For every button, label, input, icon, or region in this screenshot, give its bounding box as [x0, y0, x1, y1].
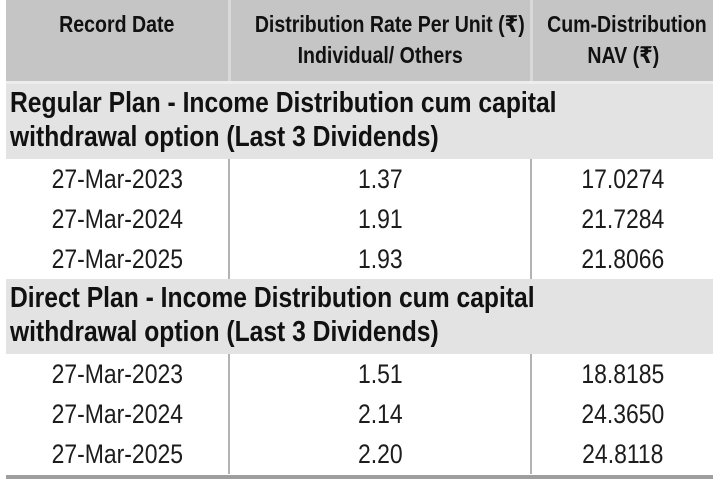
section-title-line: Regular Plan - Income Distribution cum c…: [10, 87, 557, 119]
header-cum-distribution-nav: Cum-Distribution NAV (₹): [530, 0, 713, 81]
distribution-rate-cell: 2.14: [228, 394, 530, 434]
section-header-direct-plan: Direct Plan - Income Distribution cum ca…: [6, 279, 713, 354]
cum-distribution-nav-cell: 24.8118: [530, 434, 713, 474]
table-bottom-rule: [6, 475, 713, 479]
distribution-rate-cell: 1.93: [228, 239, 530, 279]
table-row: 27-Mar-2023 1.37 17.0274: [6, 159, 713, 199]
cum-distribution-nav-cell: 17.0274: [530, 159, 713, 199]
cum-distribution-nav-cell: 24.3650: [530, 394, 713, 434]
section-title-line: Direct Plan - Income Distribution cum ca…: [10, 282, 535, 314]
header-cum-distribution-line2: NAV (₹): [587, 42, 659, 68]
record-date-cell: 27-Mar-2023: [51, 358, 183, 389]
distribution-rate-cell: 2.20: [228, 434, 530, 474]
table-row: 27-Mar-2024 1.91 21.7284: [6, 199, 713, 239]
record-date-cell: 27-Mar-2024: [51, 203, 183, 234]
record-date-cell: 27-Mar-2025: [51, 243, 183, 274]
table-row: 27-Mar-2024 2.14 24.3650: [6, 394, 713, 434]
header-cum-distribution-line1: Cum-Distribution: [547, 11, 707, 37]
distribution-rate-cell: 1.91: [228, 199, 530, 239]
cum-distribution-nav-cell: 18.8185: [530, 354, 713, 394]
header-record-date: Record Date: [6, 0, 228, 81]
distribution-rate-cell: 1.37: [228, 159, 530, 199]
record-date-cell: 27-Mar-2025: [51, 438, 183, 469]
cum-distribution-nav-cell: 21.7284: [530, 199, 713, 239]
header-distribution-rate-line1: Distribution Rate Per Unit (₹): [254, 11, 525, 37]
record-date-cell: 27-Mar-2024: [51, 398, 183, 429]
section-title-line: withdrawal option (Last 3 Dividends): [10, 121, 439, 153]
section-title-line: withdrawal option (Last 3 Dividends): [10, 316, 439, 348]
header-distribution-rate-line2: Individual/ Others: [297, 42, 464, 68]
distribution-rate-cell: 1.51: [228, 354, 530, 394]
record-date-cell: 27-Mar-2023: [51, 163, 183, 194]
table-row: 27-Mar-2025 1.93 21.8066: [6, 239, 713, 279]
table-header-row: Record Date Distribution Rate Per Unit (…: [6, 0, 713, 84]
header-record-date-label: Record Date: [59, 11, 175, 37]
table-row: 27-Mar-2023 1.51 18.8185: [6, 354, 713, 394]
cum-distribution-nav-cell: 21.8066: [530, 239, 713, 279]
dividend-history-table: Record Date Distribution Rate Per Unit (…: [6, 0, 713, 479]
header-distribution-rate: Distribution Rate Per Unit (₹) Individua…: [228, 0, 530, 81]
table-row: 27-Mar-2025 2.20 24.8118: [6, 434, 713, 474]
section-header-regular-plan: Regular Plan - Income Distribution cum c…: [6, 84, 713, 159]
